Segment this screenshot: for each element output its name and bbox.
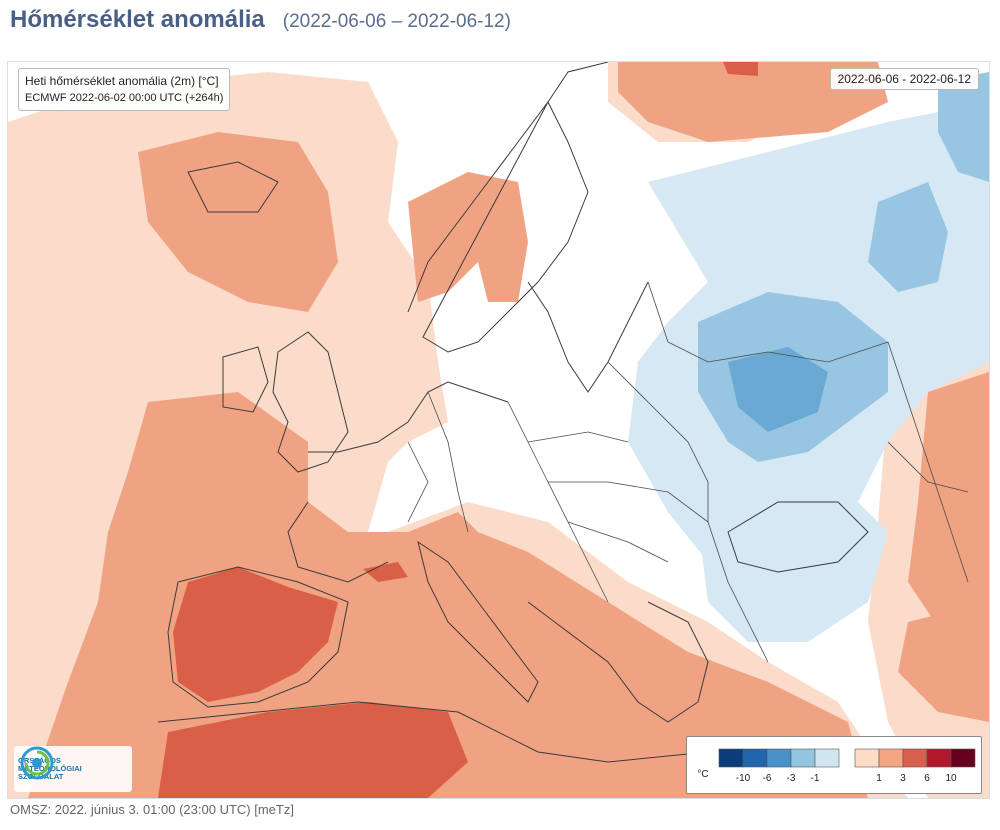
legend-swatch-warm (854, 748, 880, 768)
info-model-run: ECMWF 2022-06-02 00:00 UTC (+264h) (25, 92, 224, 104)
legend-swatch-warm (926, 748, 952, 768)
legend-tick-label: 10 (945, 773, 957, 784)
warm-medium-arctic (618, 62, 888, 142)
legend-swatch-cold (766, 748, 792, 768)
legend-swatch-cold (718, 748, 744, 768)
cold-strong-ukraine (728, 347, 828, 432)
warm-strong-n-africa (158, 702, 468, 798)
color-legend: °C -10 -6 -3 -1 1 3 6 10 (686, 736, 982, 794)
map-info-box: Heti hőmérséklet anomália (2m) [°C] ECMW… (18, 68, 231, 111)
warm-medium-iceland (138, 132, 338, 312)
map-date-range: 2022-06-06 - 2022-06-12 (829, 68, 979, 90)
legend-swatch-warm (878, 748, 904, 768)
legend-tick-label: 3 (900, 773, 906, 784)
warm-strong-north (723, 62, 758, 76)
anomaly-map: Heti hőmérséklet anomália (2m) [°C] ECMW… (7, 61, 990, 799)
warm-strong-small (363, 562, 408, 582)
warm-medium-southeast (898, 602, 989, 722)
logo-swirl-icon (20, 746, 54, 780)
legend-tick-label: -6 (763, 773, 772, 784)
legend-swatch-cold (814, 748, 840, 768)
legend-tick-label: 6 (924, 773, 930, 784)
period-subtitle: (2022-06-06 – 2022-06-12) (282, 11, 511, 32)
warm-medium-scandinavia (408, 172, 528, 302)
legend-swatch-cold (742, 748, 768, 768)
warm-medium-west-europe (28, 392, 868, 798)
legend-tick-label: -1 (811, 773, 820, 784)
footer-credit: OMSZ: 2022. június 3. 01:00 (23:00 UTC) … (10, 802, 294, 817)
legend-canvas: °C -10 -6 -3 -1 1 3 6 10 (697, 748, 976, 784)
cold-medium-arctic (938, 72, 989, 182)
legend-swatch-cold (790, 748, 816, 768)
legend-tick-label: -10 (736, 773, 751, 784)
legend-tick-label: -3 (787, 773, 796, 784)
country-borders (407, 281, 969, 663)
warm-strong-iberia (173, 567, 338, 702)
legend-swatch-warm (902, 748, 928, 768)
legend-unit: °C (697, 769, 708, 780)
legend-tick-label: 1 (876, 773, 882, 784)
omsz-logo: ORSZÁGOS METEOROLÓGIAI SZOLGÁLAT (14, 746, 132, 792)
info-variable: Heti hőmérséklet anomália (2m) [°C] (25, 74, 219, 88)
cold-medium-russia (868, 182, 948, 292)
legend-swatch-warm (950, 748, 976, 768)
page-title: Hőmérséklet anomália (10, 6, 265, 33)
cold-light-balkan-east (698, 492, 888, 642)
map-canvas (8, 62, 989, 798)
header: Hőmérséklet anomália (2022-06-06 – 2022-… (10, 6, 511, 42)
warm-medium-east (908, 372, 989, 642)
